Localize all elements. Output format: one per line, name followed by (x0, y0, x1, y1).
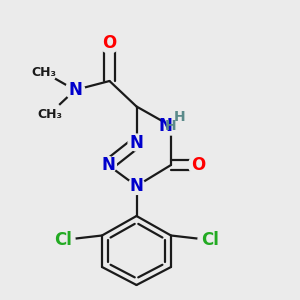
Text: CH₃: CH₃ (31, 65, 56, 79)
Text: H: H (165, 119, 177, 133)
Text: Cl: Cl (201, 231, 219, 249)
Text: O: O (191, 156, 205, 174)
Circle shape (163, 118, 179, 134)
Text: N: N (130, 177, 143, 195)
Circle shape (100, 34, 119, 53)
Text: CH₃: CH₃ (37, 107, 62, 121)
Circle shape (65, 80, 85, 100)
Circle shape (31, 59, 56, 85)
Text: N: N (68, 81, 82, 99)
Circle shape (100, 157, 116, 173)
Text: Cl: Cl (54, 231, 72, 249)
Text: H: H (174, 110, 186, 124)
Text: N: N (101, 156, 115, 174)
Circle shape (128, 178, 145, 194)
Circle shape (162, 117, 180, 135)
Circle shape (37, 101, 62, 127)
Text: N: N (130, 134, 143, 152)
Circle shape (198, 228, 222, 252)
Text: O: O (102, 34, 117, 52)
Circle shape (51, 228, 75, 252)
Circle shape (128, 134, 145, 151)
Text: N: N (159, 117, 172, 135)
Circle shape (188, 155, 208, 175)
